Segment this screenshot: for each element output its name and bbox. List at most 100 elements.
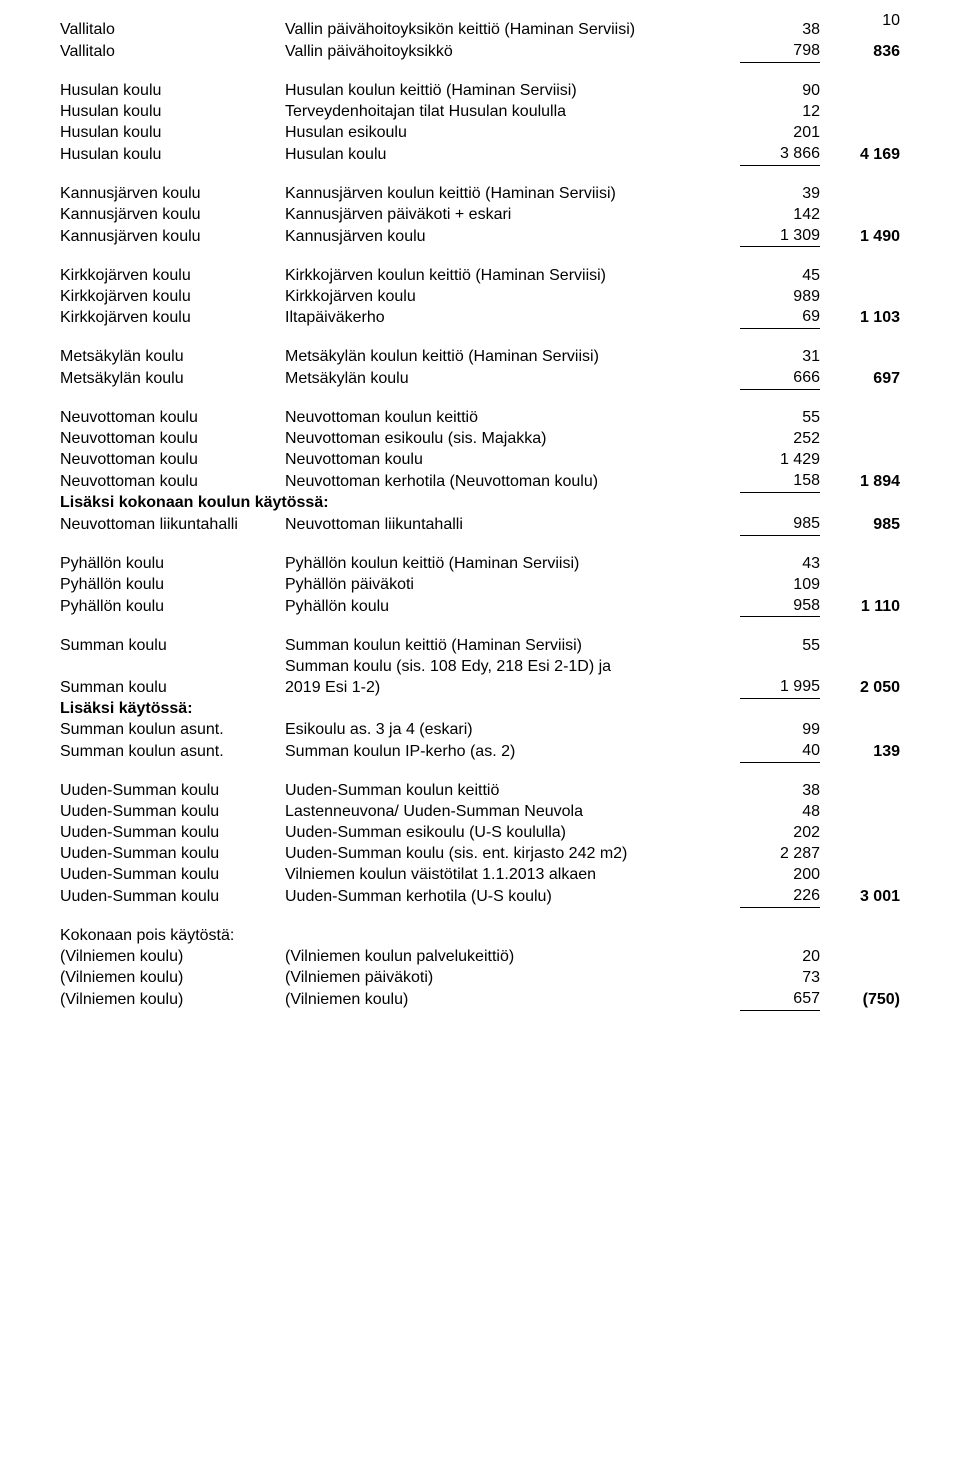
col-value: 90 — [740, 81, 820, 102]
col-description: Kannusjärven koulun keittiö (Haminan Ser… — [285, 184, 740, 205]
col-value: 38 — [740, 20, 820, 41]
col-description: 2019 Esi 1-2) — [285, 678, 740, 699]
col-entity: Metsäkylän koulu — [60, 347, 285, 368]
section: Uuden-Summan kouluUuden-Summan koulun ke… — [60, 781, 900, 908]
col-value: 1 309 — [740, 226, 820, 248]
col-description: Metsäkylän koulu — [285, 369, 740, 390]
table-row: Uuden-Summan kouluUuden-Summan esikoulu … — [60, 823, 900, 844]
table-row: (Vilniemen koulu)(Vilniemen koulun palve… — [60, 947, 900, 968]
table-row: Kirkkojärven kouluIltapäiväkerho691 103 — [60, 307, 900, 329]
col-entity: Vallitalo — [60, 42, 285, 63]
section: Summan kouluSumman koulun keittiö (Hamin… — [60, 635, 900, 763]
col-value: 55 — [740, 408, 820, 429]
table-row: Metsäkylän kouluMetsäkylän koulu666697 — [60, 368, 900, 390]
section: Pyhällön koulu Pyhällön koulun keittiö (H… — [60, 554, 900, 618]
col-value: 202 — [740, 823, 820, 844]
table-row: Lisäksi käytössä: — [60, 699, 900, 720]
col-description: (Vilniemen päiväkoti) — [285, 968, 740, 989]
col-description: Lastenneuvona/ Uuden-Summan Neuvola — [285, 802, 740, 823]
col-entity: Kannusjärven koulu — [60, 184, 285, 205]
table-row: Lisäksi kokonaan koulun käytössä: — [60, 493, 900, 514]
table-row: VallitaloVallin päivähoitoyksikön keitti… — [60, 20, 900, 41]
col-value: 20 — [740, 947, 820, 968]
col-entity: (Vilniemen koulu) — [60, 968, 285, 989]
section: Husulan kouluHusulan koulun keittiö (Ham… — [60, 81, 900, 166]
col-entity: Kirkkojärven koulu — [60, 287, 285, 308]
col-entity: Kannusjärven koulu — [60, 205, 285, 226]
col-entity: Uuden-Summan koulu — [60, 844, 285, 865]
col-total: 836 — [820, 42, 900, 63]
col-entity: Metsäkylän koulu — [60, 369, 285, 390]
page-number: 10 — [882, 12, 900, 30]
col-value: 43 — [740, 554, 820, 575]
col-total: 3 001 — [820, 887, 900, 908]
col-value: 252 — [740, 429, 820, 450]
col-entity: Uuden-Summan koulu — [60, 823, 285, 844]
col-entity: Neuvottoman liikuntahalli — [60, 515, 285, 536]
col-entity: Lisäksi kokonaan koulun käytössä: — [60, 493, 740, 514]
table-row: Husulan kouluHusulan koulun keittiö (Ham… — [60, 81, 900, 102]
col-entity: Kirkkojärven koulu — [60, 266, 285, 287]
col-total: 139 — [820, 742, 900, 763]
col-entity: Husulan koulu — [60, 123, 285, 144]
col-description: Vilniemen koulun väistötilat 1.1.2013 al… — [285, 865, 740, 886]
col-total: 697 — [820, 369, 900, 390]
col-value: 958 — [740, 596, 820, 618]
col-description: Neuvottoman koulun keittiö — [285, 408, 740, 429]
table-row: Husulan kouluHusulan koulu3 8664 169 — [60, 144, 900, 166]
col-description: (Vilniemen koulu) — [285, 990, 740, 1011]
table-row: Neuvottoman liikuntahalliNeuvottoman lii… — [60, 514, 900, 536]
table-row: Summan koulu (sis. 108 Edy, 218 Esi 2-1D… — [60, 656, 900, 677]
table-row: Pyhällön kouluPyhällön koulun keittiö (H… — [60, 554, 900, 575]
col-description: (Vilniemen koulun palvelukeittiö) — [285, 947, 740, 968]
col-entity: Summan koulu — [60, 678, 285, 699]
table-row: Pyhällön kouluPyhällön koulu9581 110 — [60, 596, 900, 618]
col-entity: Husulan koulu — [60, 102, 285, 123]
table-row: Summan koulu2019 Esi 1-2)1 9952 050 — [60, 677, 900, 699]
col-description: Pyhällön koulun keittiö (Haminan Serviis… — [285, 554, 740, 575]
col-value: 45 — [740, 266, 820, 287]
col-entity: Lisäksi käytössä: — [60, 699, 285, 720]
col-description: Kirkkojärven koulu — [285, 287, 740, 308]
col-value: 201 — [740, 123, 820, 144]
col-value: 2 287 — [740, 844, 820, 865]
col-value: 31 — [740, 347, 820, 368]
col-entity: Uuden-Summan koulu — [60, 781, 285, 802]
col-description: Iltapäiväkerho — [285, 308, 740, 329]
col-value: 109 — [740, 575, 820, 596]
col-total: 1 103 — [820, 308, 900, 329]
col-description: Husulan esikoulu — [285, 123, 740, 144]
col-value: 666 — [740, 368, 820, 390]
col-description: Kirkkojärven koulun keittiö (Haminan Ser… — [285, 266, 740, 287]
col-entity: Summan koulu — [60, 636, 285, 657]
table-row: Uuden-Summan kouluLastenneuvona/ Uuden-S… — [60, 802, 900, 823]
col-value: 200 — [740, 865, 820, 886]
col-value: 38 — [740, 781, 820, 802]
col-entity: Pyhällön koulu — [60, 597, 285, 618]
section: Metsäkylän kouluMetsäkylän koulun keitti… — [60, 347, 900, 390]
col-value: 3 866 — [740, 144, 820, 166]
section: Neuvottoman kouluNeuvottoman koulun keit… — [60, 408, 900, 536]
col-entity: Kirkkojärven koulu — [60, 308, 285, 329]
table-row: Kannusjärven kouluKannusjärven päiväkoti… — [60, 205, 900, 226]
col-description: Kannusjärven koulu — [285, 227, 740, 248]
col-description: Neuvottoman esikoulu (sis. Majakka) — [285, 429, 740, 450]
col-description: Summan koulun IP-kerho (as. 2) — [285, 742, 740, 763]
table-row: VallitaloVallin päivähoitoyksikkö798836 — [60, 41, 900, 63]
col-description: Kannusjärven päiväkoti + eskari — [285, 205, 740, 226]
col-description: Husulan koulun keittiö (Haminan Serviisi… — [285, 81, 740, 102]
table-row: Kannusjärven kouluKannusjärven koulu1 30… — [60, 226, 900, 248]
col-value: 1 995 — [740, 677, 820, 699]
col-value: 48 — [740, 802, 820, 823]
col-description: Uuden-Summan koulu (sis. ent. kirjasto 2… — [285, 844, 740, 865]
table-row: Pyhällön kouluPyhällön päiväkoti109 — [60, 575, 900, 596]
col-entity: Kokonaan pois käytöstä: — [60, 926, 285, 947]
table-row: (Vilniemen koulu)(Vilniemen koulu)657(75… — [60, 989, 900, 1011]
col-description: Summan koulu (sis. 108 Edy, 218 Esi 2-1D… — [285, 657, 740, 678]
col-value: 55 — [740, 636, 820, 657]
col-entity: (Vilniemen koulu) — [60, 990, 285, 1011]
col-total: 985 — [820, 515, 900, 536]
table-row: Uuden-Summan kouluUuden-Summan kerhotila… — [60, 886, 900, 908]
table-row: (Vilniemen koulu)(Vilniemen päiväkoti)73 — [60, 968, 900, 989]
col-total: 4 169 — [820, 145, 900, 166]
